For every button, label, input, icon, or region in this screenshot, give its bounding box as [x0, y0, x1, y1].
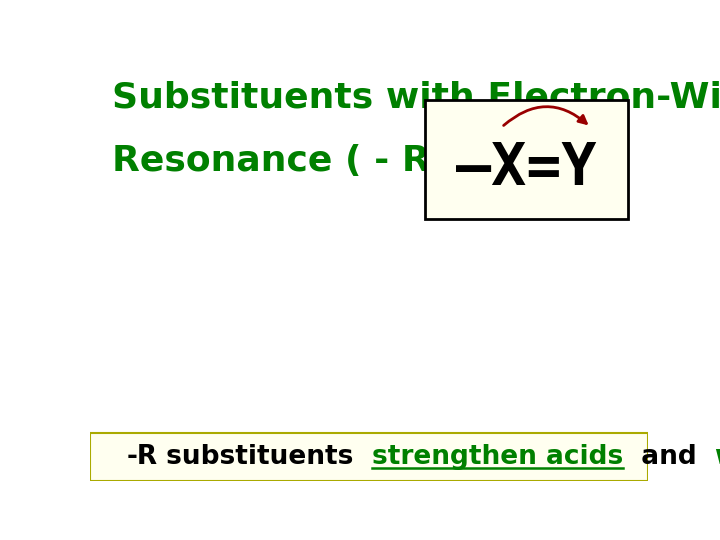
Text: and: and	[624, 444, 715, 470]
Text: Substituents with Electron-Withdrawing: Substituents with Electron-Withdrawing	[112, 82, 720, 116]
Text: substituents: substituents	[158, 444, 372, 470]
FancyBboxPatch shape	[90, 433, 648, 481]
Text: Resonance ( - R ) Effects: Resonance ( - R ) Effects	[112, 144, 613, 178]
Text: –X=Y: –X=Y	[456, 140, 597, 198]
Text: strengthen acids: strengthen acids	[372, 444, 624, 470]
Text: weaken bases: weaken bases	[715, 444, 720, 470]
Text: -R: -R	[126, 444, 158, 470]
FancyBboxPatch shape	[425, 100, 629, 219]
